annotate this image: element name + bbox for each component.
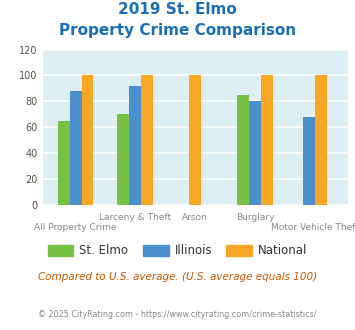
Text: Larceny & Theft: Larceny & Theft: [99, 213, 171, 222]
Text: 2019 St. Elmo: 2019 St. Elmo: [118, 2, 237, 16]
Bar: [130, 86, 141, 205]
Bar: [303, 117, 315, 205]
Text: Arson: Arson: [182, 213, 208, 222]
Text: Property Crime Comparison: Property Crime Comparison: [59, 23, 296, 38]
Text: All Property Crime: All Property Crime: [34, 223, 117, 232]
Bar: [249, 101, 261, 205]
Bar: [315, 75, 327, 205]
Bar: [82, 75, 93, 205]
Bar: [58, 120, 70, 205]
Bar: [261, 75, 273, 205]
Bar: [70, 91, 82, 205]
Text: Compared to U.S. average. (U.S. average equals 100): Compared to U.S. average. (U.S. average …: [38, 272, 317, 282]
Text: © 2025 CityRating.com - https://www.cityrating.com/crime-statistics/: © 2025 CityRating.com - https://www.city…: [38, 310, 317, 319]
Bar: [237, 95, 249, 205]
Legend: St. Elmo, Illinois, National: St. Elmo, Illinois, National: [43, 240, 312, 262]
Bar: [189, 75, 201, 205]
Text: Motor Vehicle Theft: Motor Vehicle Theft: [271, 223, 355, 232]
Bar: [141, 75, 153, 205]
Bar: [118, 114, 130, 205]
Text: Burglary: Burglary: [236, 213, 274, 222]
